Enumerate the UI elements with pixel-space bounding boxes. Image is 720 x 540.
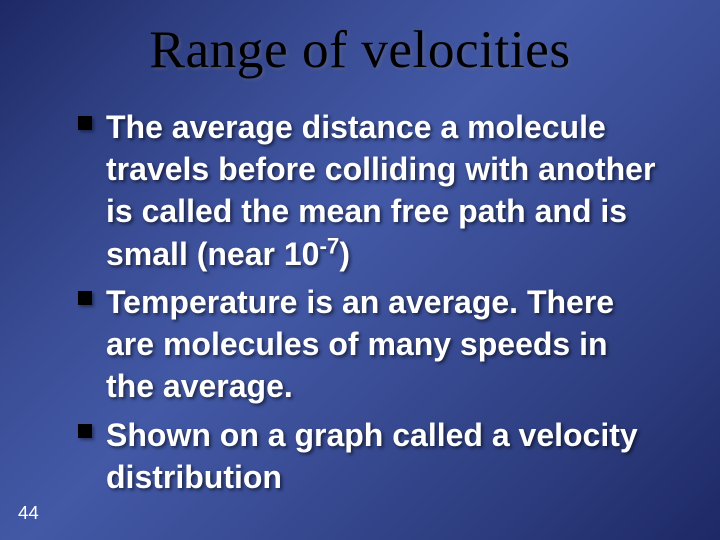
slide-title: Range of velocities xyxy=(40,18,680,80)
bullet-item: Shown on a graph called a velocity distr… xyxy=(78,414,660,498)
bullet-text: Shown on a graph called a velocity distr… xyxy=(106,414,660,498)
bullet-marker-icon xyxy=(78,424,92,438)
bullet-list: The average distance a molecule travels … xyxy=(40,106,680,498)
bullet-item: The average distance a molecule travels … xyxy=(78,106,660,275)
bullet-text: Temperature is an average. There are mol… xyxy=(106,281,660,408)
bullet-marker-icon xyxy=(78,291,92,305)
page-number: 44 xyxy=(18,502,39,524)
bullet-item: Temperature is an average. There are mol… xyxy=(78,281,660,408)
bullet-marker-icon xyxy=(78,116,92,130)
bullet-text: The average distance a molecule travels … xyxy=(106,106,660,275)
slide: Range of velocities The average distance… xyxy=(0,0,720,540)
